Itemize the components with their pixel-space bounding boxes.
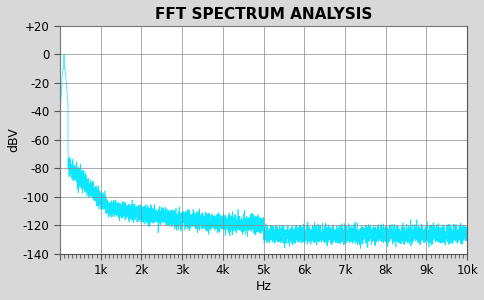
Title: FFT SPECTRUM ANALYSIS: FFT SPECTRUM ANALYSIS	[154, 7, 371, 22]
Y-axis label: dBV: dBV	[7, 128, 20, 152]
X-axis label: Hz: Hz	[255, 280, 271, 293]
